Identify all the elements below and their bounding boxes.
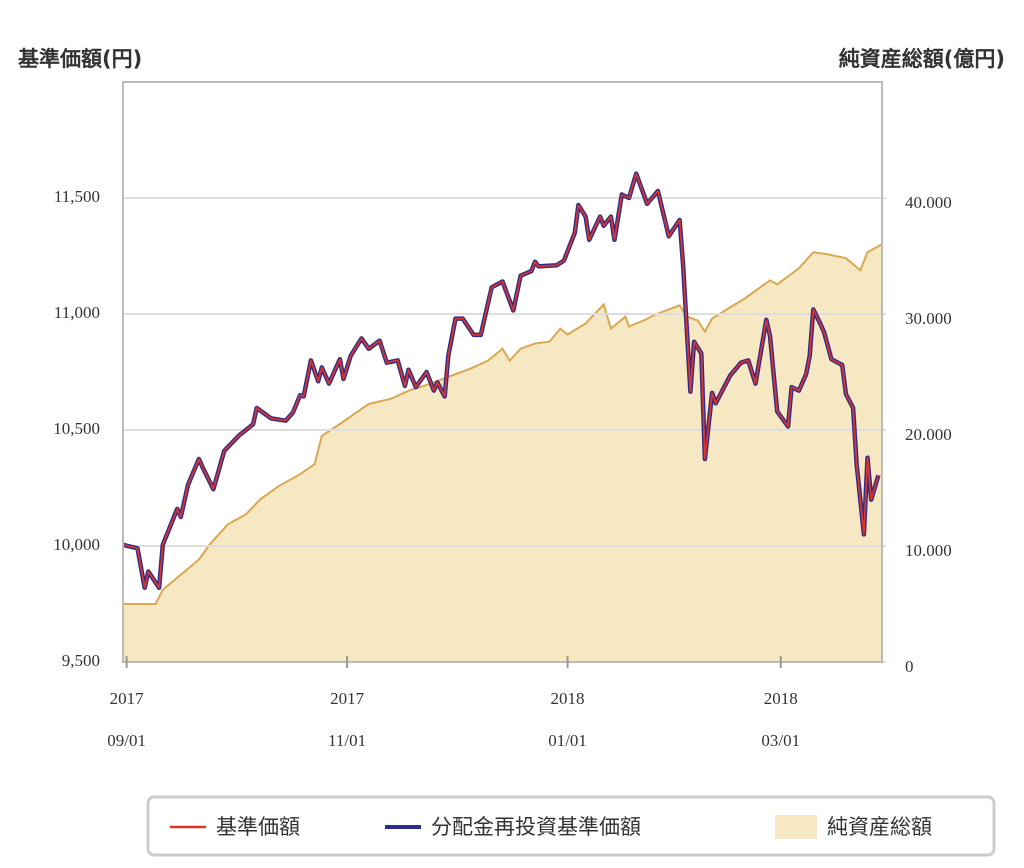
y2-tick-label: 0 [905, 657, 914, 676]
x-tick-label: 2018 [764, 689, 798, 708]
legend-label: 純資産総額 [827, 815, 932, 839]
x-tick-label: 03/01 [761, 731, 800, 750]
legend-swatch [775, 815, 817, 839]
x-tick-label: 2017 [330, 689, 365, 708]
y2-tick-label: 40.000 [905, 193, 952, 212]
x-tick-label: 11/01 [328, 731, 366, 750]
line [122, 172, 880, 589]
y-tick-label: 10,000 [53, 535, 100, 554]
y2-tick-label: 20.000 [905, 425, 952, 444]
y2-axis-title: 純資産総額(億円) [839, 47, 1005, 71]
x-tick-label: 01/01 [548, 731, 587, 750]
y-tick-label: 9,500 [62, 651, 100, 670]
legend-label: 分配金再投資基準価額 [431, 815, 641, 839]
area-edge [123, 243, 883, 605]
legend-label: 基準価額 [216, 815, 300, 839]
x-tick-label: 2018 [551, 689, 585, 708]
y-tick-label: 11,000 [54, 303, 100, 322]
y-tick-label: 11,500 [54, 187, 100, 206]
x-tick-label: 2017 [110, 689, 145, 708]
legend-box [146, 795, 996, 857]
y2-tick-label: 10.000 [905, 541, 952, 560]
y-axis-title: 基準価額(円) [18, 47, 142, 71]
y-tick-label: 10,500 [53, 419, 100, 438]
x-tick-label: 09/01 [107, 731, 146, 750]
y2-tick-label: 30.000 [905, 309, 952, 328]
plot-frame [122, 81, 883, 663]
